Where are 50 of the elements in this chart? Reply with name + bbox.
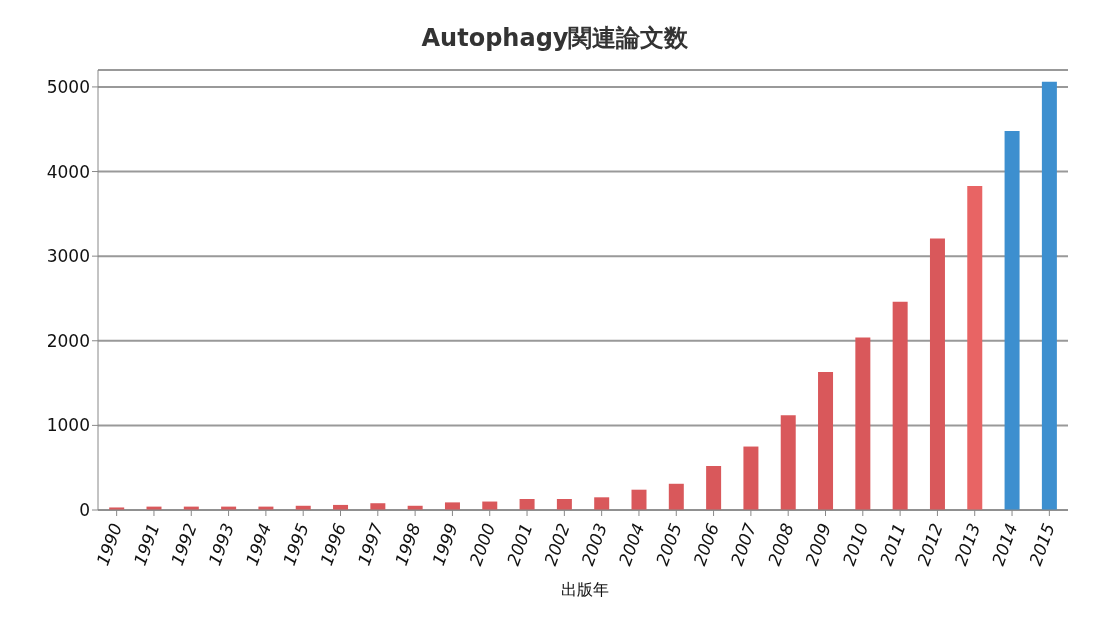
y-tick-label: 1000 <box>46 415 90 436</box>
x-tick-label: 1990 <box>92 520 127 569</box>
x-tick-label: 2003 <box>577 520 612 569</box>
x-tick-label: 1991 <box>129 520 164 569</box>
x-tick-label: 1992 <box>167 520 201 569</box>
x-tick-label: 2005 <box>652 520 686 569</box>
x-tick-label: 2004 <box>614 520 649 569</box>
x-tick-label: 2012 <box>913 520 947 569</box>
y-tick-label: 5000 <box>46 76 90 97</box>
x-tick-label: 2014 <box>987 520 1022 569</box>
bar <box>594 497 610 510</box>
bar <box>967 185 983 510</box>
bar <box>706 466 722 510</box>
bar <box>929 238 945 510</box>
y-tick-label: 0 <box>79 500 90 521</box>
x-tick-label: 2001 <box>502 520 537 569</box>
bar <box>818 372 834 510</box>
x-tick-label: 2013 <box>950 520 985 569</box>
bar <box>668 483 684 510</box>
bar <box>444 502 460 510</box>
bar <box>1004 130 1020 510</box>
x-tick-label: 1995 <box>279 520 313 569</box>
x-tick-label: 2002 <box>540 520 574 569</box>
bar <box>519 499 535 510</box>
x-axis-title: 出版年 <box>560 580 610 601</box>
x-tick-label: 1996 <box>316 520 350 569</box>
bar <box>556 499 572 510</box>
x-tick-label: 2008 <box>764 520 798 569</box>
bar <box>1041 81 1057 510</box>
x-tick-label: 2009 <box>801 520 835 569</box>
y-tick-label: 4000 <box>46 161 90 182</box>
bar <box>743 446 759 510</box>
x-tick-label: 2000 <box>465 520 500 569</box>
bar <box>780 415 796 510</box>
bar <box>892 301 908 510</box>
chart-title: Autophagy関連論文数 <box>420 23 690 54</box>
x-tick-label: 2011 <box>875 520 910 569</box>
x-tick-label: 2006 <box>689 520 724 569</box>
x-tick-label: 1998 <box>390 520 425 569</box>
x-tick-label: 1994 <box>241 520 276 569</box>
bar <box>631 489 647 510</box>
x-tick-label: 2007 <box>726 520 761 569</box>
y-tick-label: 3000 <box>46 246 90 267</box>
y-tick-label: 2000 <box>46 330 90 351</box>
x-tick-label: 1993 <box>204 520 238 569</box>
x-tick-label: 1997 <box>353 520 388 569</box>
x-tick-label: 1999 <box>428 520 462 569</box>
bar <box>855 337 871 510</box>
x-tick-label: 2015 <box>1025 520 1059 569</box>
x-tick-label: 2010 <box>838 520 873 569</box>
